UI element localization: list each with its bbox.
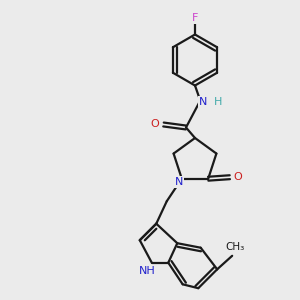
Text: O: O	[151, 119, 160, 130]
Text: N: N	[175, 177, 183, 187]
Text: N: N	[199, 97, 207, 107]
Text: CH₃: CH₃	[226, 242, 245, 252]
Text: H: H	[214, 97, 222, 107]
Text: F: F	[192, 13, 198, 23]
Text: NH: NH	[139, 266, 156, 276]
Text: O: O	[234, 172, 243, 182]
